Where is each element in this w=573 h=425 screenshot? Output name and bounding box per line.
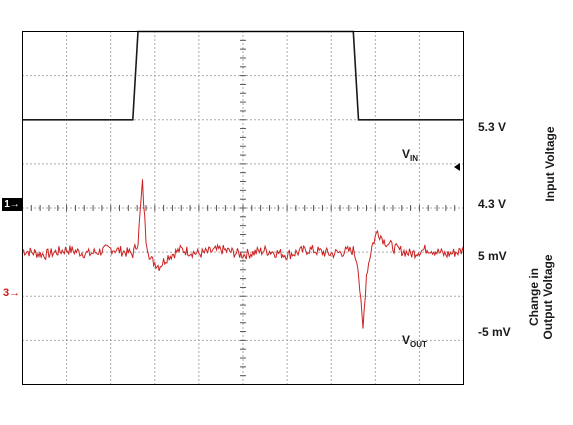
output-voltage-line: Output Voltage	[541, 254, 555, 340]
change-in-line: Change in	[527, 268, 541, 327]
label-5-3-v: 5.3 V	[478, 120, 507, 134]
plot-grid	[22, 31, 464, 385]
vout-main: V	[402, 333, 411, 347]
output-voltage-change-axis-label: Change in Output Voltage	[527, 242, 555, 352]
vout-subscript: OUT	[410, 340, 427, 349]
plot-frame	[22, 31, 464, 385]
label-4-3-v: 4.3 V	[478, 197, 507, 211]
label-minus-5-mv: -5 mV	[478, 325, 511, 339]
label-5-mv: 5 mV	[478, 249, 507, 263]
trigger-level-icon	[454, 163, 460, 171]
channel-3-marker: 3→	[3, 287, 21, 299]
output-voltage-change-trace	[22, 179, 464, 329]
label-vout: VOUT	[402, 333, 427, 349]
channel-1-marker: 1→	[2, 198, 22, 211]
input-voltage-axis-label: Input Voltage	[543, 126, 557, 202]
vin-subscript: IN	[410, 154, 419, 163]
label-vin: VIN	[402, 147, 419, 163]
vin-main: V	[402, 147, 411, 161]
